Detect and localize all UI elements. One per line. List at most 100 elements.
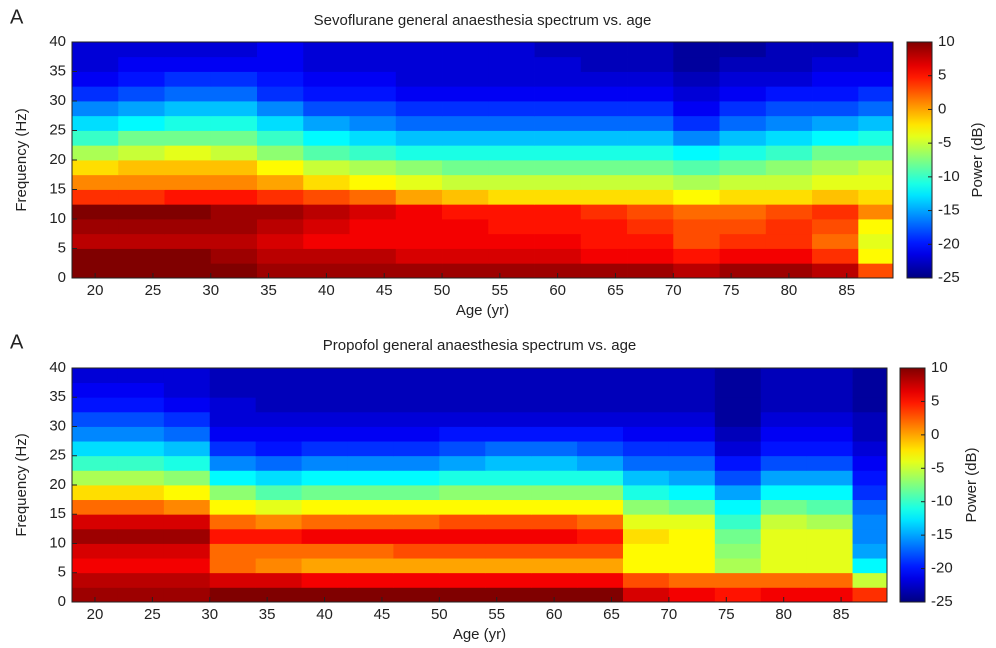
heatmap-cell <box>531 543 578 559</box>
heatmap-cell <box>719 71 767 87</box>
heatmap-cell <box>72 42 119 58</box>
heatmap-cell <box>117 528 165 544</box>
heatmap-cell <box>72 204 119 220</box>
heatmap-cell <box>303 71 350 87</box>
heatmap-cell <box>117 485 165 501</box>
colorbar-tick-label: 0 <box>938 100 946 117</box>
heatmap-cell <box>349 263 397 279</box>
x-tick-label: 25 <box>144 606 161 623</box>
heatmap-cell <box>622 543 670 559</box>
heatmap-cell <box>72 56 119 72</box>
heatmap-cell <box>164 115 212 131</box>
y-tick-label: 35 <box>49 388 66 405</box>
heatmap-cell <box>72 543 119 559</box>
heatmap-cell <box>210 56 258 72</box>
heatmap-cell <box>627 56 674 72</box>
heatmap-cell <box>255 514 302 530</box>
heatmap-cell <box>485 411 532 427</box>
heatmap-cell <box>531 455 578 471</box>
heatmap-cell <box>210 101 258 117</box>
heatmap-cell <box>622 499 670 515</box>
heatmap-cell <box>852 455 888 471</box>
heatmap-cell <box>673 86 720 102</box>
heatmap-cell <box>812 174 859 190</box>
heatmap-cell <box>163 441 211 457</box>
heatmap-cell <box>580 263 628 279</box>
heatmap-cell <box>852 514 888 530</box>
heatmap-cell <box>622 397 670 413</box>
heatmap-cell <box>255 499 302 515</box>
heatmap-cell <box>673 248 720 264</box>
heatmap-cell <box>668 587 716 603</box>
heatmap-cell <box>760 426 808 442</box>
heatmap-cell <box>72 219 119 235</box>
x-tick-label: 20 <box>87 282 104 299</box>
heatmap-cell <box>765 248 813 264</box>
heatmap-cell <box>72 130 119 146</box>
heatmap-cell <box>439 368 486 384</box>
heatmap-cell <box>72 382 119 398</box>
heatmap-cell <box>627 248 674 264</box>
heatmap-cell <box>72 572 119 588</box>
heatmap-cell <box>442 42 489 58</box>
heatmap-cell <box>852 543 888 559</box>
heatmap-cell <box>164 248 212 264</box>
heatmap-cell <box>349 145 397 161</box>
heatmap-cell <box>393 572 440 588</box>
heatmap-cell <box>72 397 119 413</box>
heatmap-cell <box>488 130 535 146</box>
heatmap-cell <box>577 514 624 530</box>
heatmap-cell <box>209 587 257 603</box>
x-tick-label: 65 <box>603 606 620 623</box>
heatmap-cell <box>668 441 716 457</box>
heatmap-cell <box>719 233 767 249</box>
heatmap-cell <box>72 441 119 457</box>
heatmap-cell <box>393 426 440 442</box>
heatmap-cell <box>301 397 348 413</box>
heatmap-cell <box>580 130 628 146</box>
x-tick-label: 75 <box>718 606 735 623</box>
heatmap-cell <box>301 470 348 486</box>
heatmap-cell <box>209 528 257 544</box>
heatmap-cell <box>714 485 762 501</box>
x-tick-label: 50 <box>431 606 448 623</box>
heatmap-cell <box>580 71 628 87</box>
heatmap-cell <box>255 558 302 574</box>
heatmap-cell <box>72 528 119 544</box>
heatmap-cell <box>301 426 348 442</box>
heatmap-cell <box>627 263 674 279</box>
heatmap-cell <box>485 558 532 574</box>
heatmap-cell <box>209 485 257 501</box>
heatmap-cell <box>627 101 674 117</box>
heatmap-cell <box>858 248 894 264</box>
heatmap-cell <box>714 528 762 544</box>
heatmap-cell <box>760 558 808 574</box>
heatmap-cell <box>852 368 888 384</box>
heatmap-cell <box>627 145 674 161</box>
heatmap-cell <box>209 514 257 530</box>
heatmap-cell <box>255 411 302 427</box>
heatmap-cell <box>760 587 808 603</box>
heatmap-cell <box>163 426 211 442</box>
heatmap-cell <box>118 233 165 249</box>
heatmap-cell <box>72 263 119 279</box>
heatmap-cell <box>72 174 119 190</box>
heatmap-cell <box>349 42 397 58</box>
heatmap-cell <box>255 572 302 588</box>
heatmap-cell <box>164 130 212 146</box>
heatmap-cell <box>534 189 582 205</box>
heatmap-cell <box>852 397 888 413</box>
heatmap-cell <box>209 499 257 515</box>
colorbar-tick-label: -10 <box>931 493 953 510</box>
heatmap-cell <box>117 411 165 427</box>
heatmap-cell <box>488 56 535 72</box>
heatmap-cell <box>852 470 888 486</box>
heatmap-cell <box>395 101 443 117</box>
heatmap-cell <box>531 426 578 442</box>
heatmap-cell <box>349 56 397 72</box>
heatmap-cell <box>852 587 888 603</box>
heatmap-cell <box>303 42 350 58</box>
heatmap-cell <box>668 455 716 471</box>
heatmap-cell <box>163 382 211 398</box>
heatmap-cell <box>534 219 582 235</box>
